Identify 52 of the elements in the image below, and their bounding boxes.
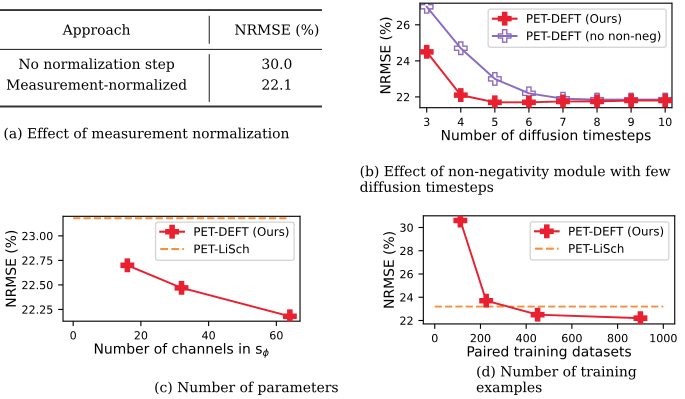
- y-tick-label: 28: [400, 246, 413, 256]
- text: (d) Number of training examples: [476, 366, 636, 396]
- text: Approach: [62, 24, 130, 38]
- text: NRMSE (%): [235, 24, 318, 37]
- y-tick-label: 26: [396, 20, 410, 30]
- y-axis-title: NRMSE (%): [5, 230, 18, 306]
- x-tick-label: 400: [516, 334, 536, 342]
- y-tick-label: 22: [396, 92, 410, 102]
- y-tick-label: 26: [400, 270, 413, 278]
- x-tick-label: 0: [70, 331, 76, 340]
- y-tick-label: 22: [400, 316, 412, 325]
- x-tick-label: 9: [628, 118, 634, 126]
- legend-label: PET-DEFT (Ours): [527, 14, 621, 24]
- text: (b) Effect of non-negativity module with few diffusion timesteps: [360, 166, 670, 195]
- x-tick-label: 1000: [650, 334, 677, 342]
- legend-label: PET-DEFT (no non-neg): [527, 31, 660, 43]
- y-tick-label: 30: [400, 223, 413, 232]
- x-tick-label: 800: [608, 334, 628, 342]
- x-tick-label: 3: [424, 118, 430, 126]
- legend-label: PET-DEFT (Ours): [194, 226, 288, 238]
- text: 30.0: [262, 58, 292, 70]
- text: No normalization step: [19, 58, 174, 72]
- x-axis-title: Number of channels in s$_{ϕ}$: [94, 343, 269, 358]
- text: Measurement-normalized: [6, 79, 187, 90]
- text: 22.1: [262, 79, 290, 90]
- x-tick-label: 40: [202, 331, 215, 340]
- y-axis-title: NRMSE (%): [380, 18, 392, 94]
- x-tick-label: 5: [492, 118, 498, 126]
- x-tick-label: 600: [562, 334, 582, 342]
- x-axis-title: Paired training datasets: [468, 346, 631, 360]
- y-axis-title: NRMSE (%): [383, 232, 396, 308]
- legend-label: PET-DEFT (Ours): [569, 226, 664, 238]
- legend-label: PET-LiSch: [569, 244, 624, 253]
- x-tick-label: 4: [458, 118, 464, 126]
- x-tick-label: 7: [560, 118, 566, 126]
- y-tick-label: 24: [400, 293, 413, 302]
- legend-label: PET-LiSch: [194, 244, 249, 254]
- y-tick-label: 22.50: [22, 280, 53, 290]
- x-axis-title: Number of diffusion timesteps: [442, 130, 651, 144]
- x-tick-label: 6: [526, 118, 532, 126]
- y-tick-label: 23.00: [22, 232, 53, 240]
- x-tick-label: 10: [659, 118, 672, 126]
- x-tick-label: 200: [470, 334, 490, 342]
- x-tick-label: 8: [594, 118, 600, 126]
- y-tick-label: 24: [396, 56, 410, 66]
- x-tick-label: 60: [270, 331, 283, 340]
- x-tick-label: 0: [432, 334, 438, 342]
- y-tick-label: 22.25: [22, 305, 52, 314]
- y-tick-label: 22.75: [22, 256, 52, 265]
- x-tick-label: 20: [134, 331, 148, 340]
- text: (a) Effect of measurement normalization: [4, 128, 290, 140]
- text: (c) Number of parameters: [155, 382, 338, 396]
